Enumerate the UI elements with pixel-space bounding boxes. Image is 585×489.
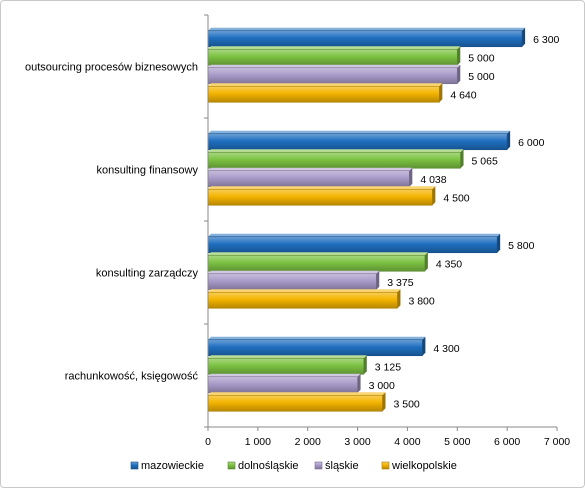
x-tick-label: 0 (205, 436, 211, 448)
bar-side-face (422, 336, 426, 356)
bar-śląskie (207, 170, 410, 188)
bar-mazowieckie (207, 30, 523, 48)
bar-side-face (432, 186, 436, 206)
data-label: 4 350 (436, 258, 462, 270)
category-label: outsourcing procesów biznesowych (25, 62, 198, 74)
bar-dolnośląskie (207, 151, 461, 169)
legend: mazowieckie dolnośląskie śląskie wielkopols… (130, 460, 457, 472)
bar-dolnośląskie (207, 357, 365, 375)
legend-label: śląskie (325, 460, 359, 472)
x-tick-label: 6 000 (494, 436, 520, 448)
data-label: 6 300 (533, 34, 559, 46)
bar-top-face (208, 373, 361, 377)
bar-top-face (208, 167, 413, 171)
bar-śląskie (207, 376, 358, 394)
bar-top-face (208, 252, 428, 256)
bar-mazowieckie (207, 236, 498, 254)
bar-top-face (208, 336, 426, 340)
bar-dolnośląskie (207, 48, 458, 66)
plot-area: 6 300 5 000 5 000 4 640 outsourcing procesów… (25, 14, 570, 448)
bar-top-face (208, 355, 367, 359)
data-label: 4 038 (420, 174, 446, 186)
data-label: 3 375 (387, 277, 413, 289)
data-label: 3 000 (369, 380, 395, 392)
bar-wielkopolskie (207, 291, 398, 309)
category-label: rachunkowość, księgowość (65, 371, 199, 383)
bar-side-face (497, 233, 501, 253)
category-label: konsulting finansowy (96, 165, 198, 177)
bar-wielkopolskie (207, 188, 433, 206)
bar-side-face (457, 64, 461, 84)
x-tick-label: 1 000 (245, 436, 271, 448)
bar-side-face (460, 149, 464, 169)
bar-side-face (439, 83, 443, 103)
bar-śląskie (207, 67, 458, 85)
x-tick-label: 7 000 (544, 436, 570, 448)
bar-top-face (208, 270, 380, 274)
bar-top-face (208, 46, 461, 50)
legend-label: wielkopolskie (391, 460, 457, 472)
data-label: 4 640 (450, 89, 476, 101)
bar-dolnośląskie (207, 254, 426, 272)
bar-top-face (208, 392, 386, 396)
bar-top-face (208, 83, 443, 87)
data-label: 6 000 (518, 137, 544, 149)
data-label: 4 500 (443, 192, 469, 204)
bar-top-face (208, 27, 526, 31)
legend-swatch-wielkopolskie (381, 461, 390, 470)
bar-top-face (208, 149, 464, 153)
data-label: 5 000 (468, 52, 494, 64)
legend-swatch-mazowieckie (130, 461, 139, 470)
category-label: konsulting zarządczy (96, 268, 199, 280)
bar-side-face (409, 167, 413, 187)
bar-śląskie (207, 273, 377, 291)
bar-top-face (208, 64, 461, 68)
bar-top-face (208, 289, 401, 293)
bar-top-face (208, 186, 436, 190)
bar-wielkopolskie (207, 394, 383, 412)
bar-side-face (376, 270, 380, 290)
x-tick-label: 2 000 (295, 436, 321, 448)
bar-side-face (363, 355, 367, 375)
bar-side-face (357, 373, 361, 393)
legend-label: mazowieckie (141, 460, 204, 472)
x-tick-label: 5 000 (444, 436, 470, 448)
data-label: 3 800 (408, 295, 434, 307)
bar-top-face (208, 233, 501, 237)
data-label: 5 800 (508, 240, 534, 252)
bar-top-face (208, 130, 511, 134)
data-label: 4 300 (433, 343, 459, 355)
bar-side-face (507, 130, 511, 150)
data-label: 3 125 (375, 361, 401, 373)
data-label: 5 065 (472, 155, 498, 167)
data-label: 5 000 (468, 71, 494, 83)
legend-swatch-śląskie (314, 461, 323, 470)
bar-side-face (457, 46, 461, 66)
data-label: 3 500 (394, 398, 420, 410)
bar-side-face (522, 27, 526, 47)
bar-mazowieckie (207, 133, 508, 151)
x-tick-label: 3 000 (344, 436, 370, 448)
bar-side-face (382, 392, 386, 412)
x-tick-label: 4 000 (394, 436, 420, 448)
legend-label: dolnośląskie (238, 460, 299, 472)
bar-side-face (397, 289, 401, 309)
bar-wielkopolskie (207, 85, 440, 103)
legend-swatch-dolnośląskie (227, 461, 236, 470)
bar-mazowieckie (207, 339, 423, 357)
bar-side-face (424, 252, 428, 272)
